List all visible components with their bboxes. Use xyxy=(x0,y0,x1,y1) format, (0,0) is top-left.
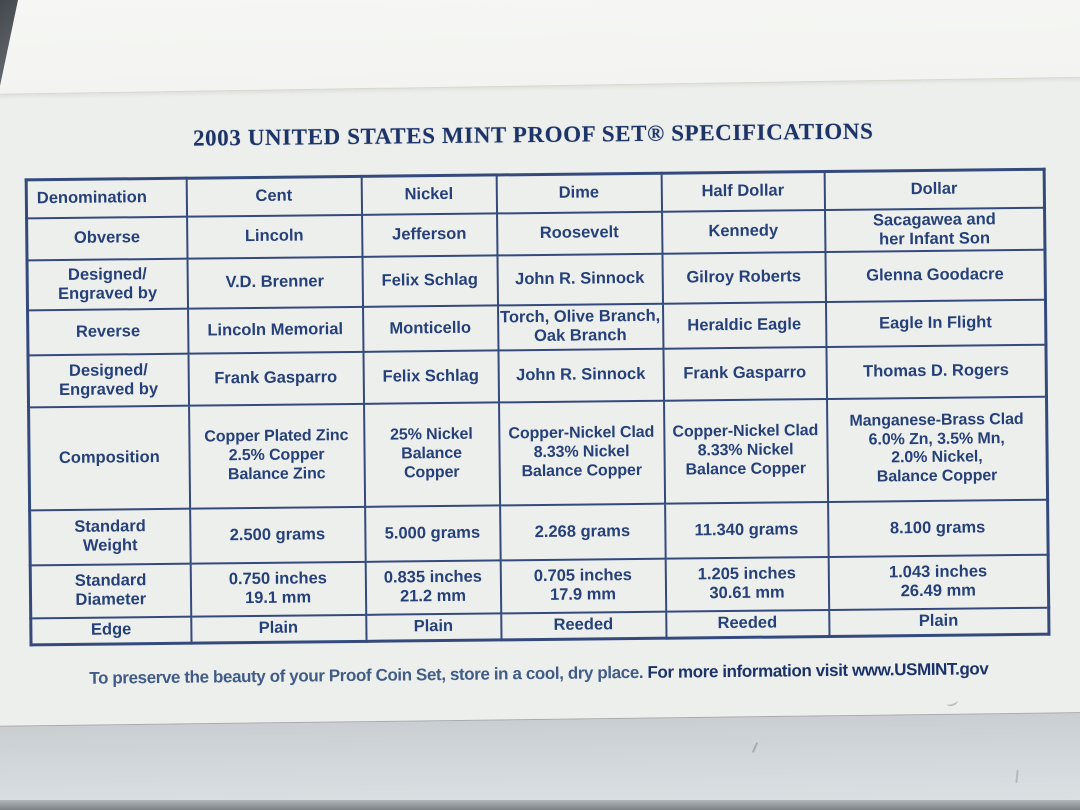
cell-reverse-half-dollar: Heraldic Eagle xyxy=(662,301,826,349)
cell-weight-dime: 2.268 grams xyxy=(499,503,666,561)
cell-composition-cent: Copper Plated Zinc 2.5% Copper Balance Z… xyxy=(188,403,365,509)
row-label-reverse: Reverse xyxy=(27,308,188,356)
row-label-standard-weight: Standard Weight xyxy=(29,508,191,566)
cell-reverse-designer-half-dollar: Frank Gasparro xyxy=(662,346,827,401)
cell-edge-half-dollar: Reeded xyxy=(665,609,829,639)
cell-reverse-designer-cent: Frank Gasparro xyxy=(187,351,364,406)
cell-reverse-cent: Lincoln Memorial xyxy=(187,306,363,354)
cell-edge-dollar: Plain xyxy=(828,607,1049,637)
col-header-half-dollar: Half Dollar xyxy=(661,171,825,212)
cell-diameter-half-dollar: 1.205 inches 30.61 mm xyxy=(665,556,829,612)
cell-weight-nickel: 5.000 grams xyxy=(364,505,501,562)
page-title: 2003 UNITED STATES MINT PROOF SET® SPECI… xyxy=(192,118,874,151)
cell-obverse-designer-half-dollar: Gilroy Roberts xyxy=(661,251,826,304)
row-label-reverse-designer: Designed/ Engraved by xyxy=(28,353,189,408)
row-label-edge: Edge xyxy=(30,616,192,646)
spec-table: Denomination Cent Nickel Dime Half Dolla… xyxy=(24,167,1051,647)
photo-bottom-edge xyxy=(0,800,1080,810)
row-label-obverse: Obverse xyxy=(26,216,187,261)
cell-weight-cent: 2.500 grams xyxy=(189,506,366,564)
cell-obverse-dollar: Sacagawea and her Infant Son xyxy=(824,207,1045,252)
table-row-composition: Composition Copper Plated Zinc 2.5% Copp… xyxy=(28,396,1048,511)
cell-obverse-cent: Lincoln xyxy=(186,214,362,259)
cell-edge-dime: Reeded xyxy=(500,611,667,641)
cell-reverse-nickel: Monticello xyxy=(362,305,498,352)
row-label-composition: Composition xyxy=(28,405,190,511)
cell-obverse-designer-dime: John R. Sinnock xyxy=(496,253,663,306)
col-header-dime: Dime xyxy=(496,173,662,213)
cell-obverse-dime: Roosevelt xyxy=(496,211,662,256)
cell-obverse-designer-cent: V.D. Brenner xyxy=(186,256,363,309)
cell-obverse-nickel: Jefferson xyxy=(361,212,497,257)
cell-reverse-designer-nickel: Felix Schlag xyxy=(362,350,499,404)
cell-diameter-nickel: 0.835 inches 21.2 mm xyxy=(365,560,501,615)
cell-composition-dollar: Manganese-Brass Clad 6.0% Zn, 3.5% Mn, 2… xyxy=(826,396,1048,502)
cell-diameter-dollar: 1.043 inches 26.49 mm xyxy=(828,554,1049,610)
cell-weight-half-dollar: 11.340 grams xyxy=(664,501,829,559)
cell-edge-cent: Plain xyxy=(190,614,367,644)
cell-reverse-designer-dime: John R. Sinnock xyxy=(497,348,664,403)
cell-weight-dollar: 8.100 grams xyxy=(827,499,1049,557)
row-label-standard-diameter: Standard Diameter xyxy=(30,563,191,619)
info-note: For more information visit www.USMINT.go… xyxy=(643,659,989,682)
col-header-cent: Cent xyxy=(186,176,362,217)
cell-composition-half-dollar: Copper-Nickel Clad 8.33% Nickel Balance … xyxy=(663,398,828,504)
cell-composition-dime: Copper-Nickel Clad 8.33% Nickel Balance … xyxy=(498,400,665,506)
cell-reverse-designer-dollar: Thomas D. Rogers xyxy=(825,344,1047,399)
col-header-dollar: Dollar xyxy=(824,169,1045,210)
cell-obverse-designer-dollar: Glenna Goodacre xyxy=(824,249,1046,302)
cell-edge-nickel: Plain xyxy=(365,613,502,642)
care-note: To preserve the beauty of your Proof Coi… xyxy=(89,662,644,688)
cell-reverse-dollar: Eagle In Flight xyxy=(825,299,1046,347)
cell-composition-nickel: 25% Nickel Balance Copper xyxy=(363,402,500,507)
row-label-denomination: Denomination xyxy=(26,178,187,218)
cell-reverse-dime: Torch, Olive Branch, Oak Branch xyxy=(497,303,663,351)
col-header-nickel: Nickel xyxy=(361,174,497,215)
cell-diameter-cent: 0.750 inches 19.1 mm xyxy=(190,561,366,617)
cell-diameter-dime: 0.705 inches 17.9 mm xyxy=(500,558,666,614)
care-instructions: To preserve the beauty of your Proof Coi… xyxy=(30,659,1048,690)
cell-obverse-designer-nickel: Felix Schlag xyxy=(361,255,498,307)
cell-obverse-half-dollar: Kennedy xyxy=(661,209,825,254)
row-label-obverse-designer: Designed/ Engraved by xyxy=(27,258,188,311)
